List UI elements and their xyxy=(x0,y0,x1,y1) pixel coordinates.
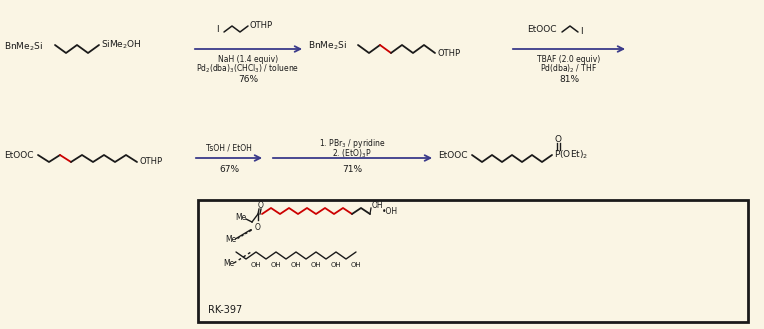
Text: Pd(dba)$_2$ / THF: Pd(dba)$_2$ / THF xyxy=(540,63,597,75)
Text: OTHP: OTHP xyxy=(250,20,273,30)
Text: •OH: •OH xyxy=(382,208,398,216)
Text: 81%: 81% xyxy=(559,75,579,85)
Text: Pd$_2$(dba)$_3$(CHCl$_3$) / toluene: Pd$_2$(dba)$_3$(CHCl$_3$) / toluene xyxy=(196,63,299,75)
Text: Me: Me xyxy=(225,236,236,244)
Text: OH: OH xyxy=(251,262,261,268)
Text: O: O xyxy=(555,135,562,143)
Text: 2. (EtO)$_3$P: 2. (EtO)$_3$P xyxy=(332,148,372,160)
Text: TBAF (2.0 equiv): TBAF (2.0 equiv) xyxy=(537,56,601,64)
Text: O: O xyxy=(258,201,264,211)
Text: OH: OH xyxy=(270,262,281,268)
Text: 1. PBr$_3$ / pyridine: 1. PBr$_3$ / pyridine xyxy=(319,138,385,150)
Text: Me: Me xyxy=(223,260,234,268)
Text: RK-397: RK-397 xyxy=(208,305,242,315)
Text: SiMe$_2$OH: SiMe$_2$OH xyxy=(101,39,142,51)
Text: OTHP: OTHP xyxy=(437,48,460,58)
Text: EtOOC: EtOOC xyxy=(527,24,556,34)
Text: OH: OH xyxy=(372,201,384,211)
Text: I: I xyxy=(580,27,583,36)
Text: OH: OH xyxy=(311,262,322,268)
Text: EtOOC: EtOOC xyxy=(438,151,468,161)
Text: 71%: 71% xyxy=(342,165,362,174)
Text: BnMe$_2$Si: BnMe$_2$Si xyxy=(4,41,43,53)
Text: OH: OH xyxy=(351,262,361,268)
Text: TsOH / EtOH: TsOH / EtOH xyxy=(206,143,252,153)
Text: EtOOC: EtOOC xyxy=(4,151,34,161)
Text: OH: OH xyxy=(331,262,342,268)
Text: BnMe$_2$Si: BnMe$_2$Si xyxy=(308,40,347,52)
Text: Me: Me xyxy=(235,214,246,222)
Text: 67%: 67% xyxy=(219,165,239,174)
Bar xyxy=(198,200,748,322)
Text: 76%: 76% xyxy=(238,75,258,85)
Text: OTHP: OTHP xyxy=(139,158,162,166)
Text: I: I xyxy=(216,24,219,34)
Text: OH: OH xyxy=(290,262,301,268)
Text: O: O xyxy=(255,222,261,232)
Text: NaH (1.4 equiv): NaH (1.4 equiv) xyxy=(218,56,278,64)
Text: P(OEt)$_2$: P(OEt)$_2$ xyxy=(554,149,588,161)
